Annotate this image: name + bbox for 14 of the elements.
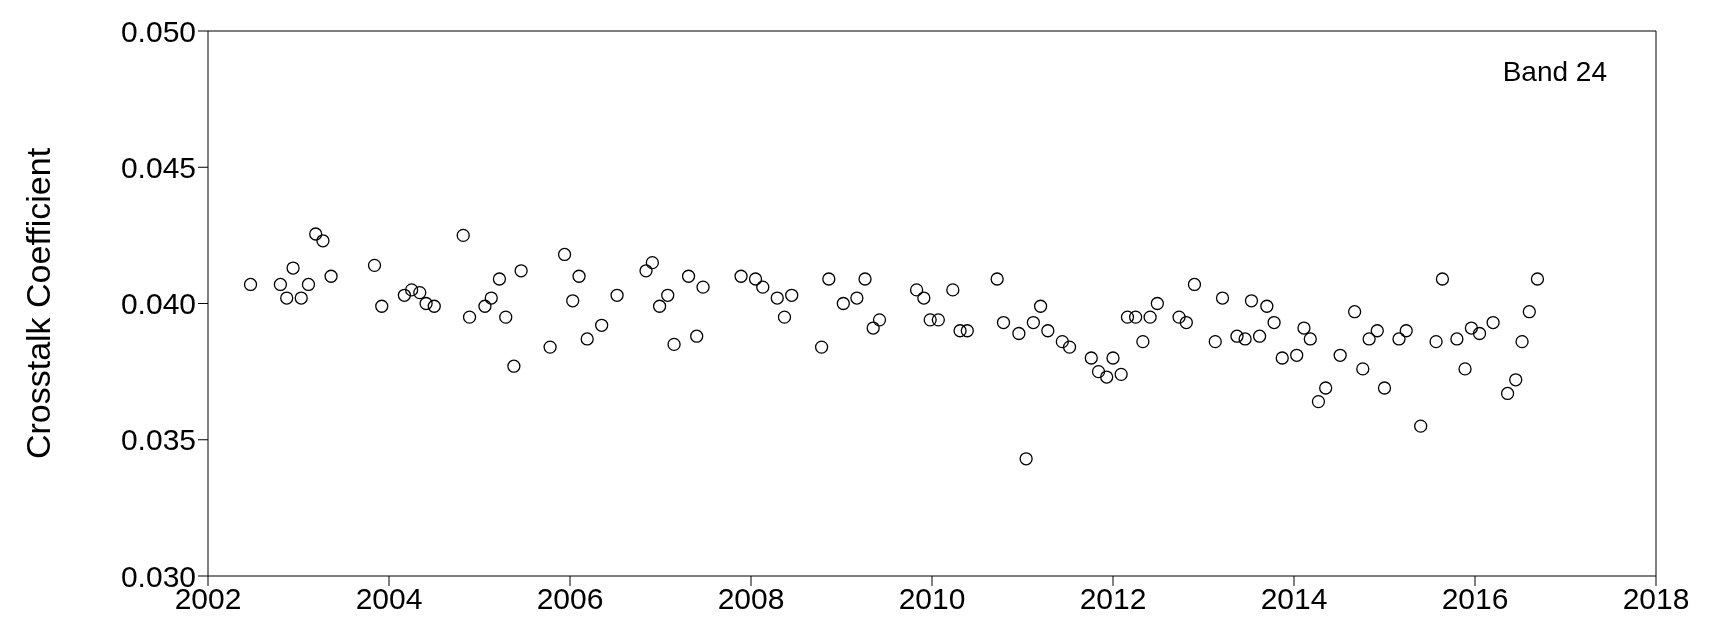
y-tick-label: 0.050 — [120, 14, 196, 48]
x-tick-label: 2012 — [1079, 582, 1147, 616]
x-tick-label: 2018 — [1622, 582, 1690, 616]
annotation: Band 24 — [1502, 56, 1607, 88]
y-tick-label: 0.040 — [120, 287, 196, 321]
x-tick-label: 2006 — [536, 582, 604, 616]
x-tick-label: 2014 — [1260, 582, 1328, 616]
x-tick-label: 2016 — [1441, 582, 1509, 616]
x-tick-label: 2010 — [898, 582, 966, 616]
y-tick-label: 0.035 — [120, 423, 196, 457]
x-tick-label: 2004 — [355, 582, 423, 616]
y-tick-label: 0.045 — [120, 150, 196, 184]
x-tick-label: 2008 — [717, 582, 785, 616]
y-axis-title: Crosstalk Coefficient — [19, 147, 58, 460]
